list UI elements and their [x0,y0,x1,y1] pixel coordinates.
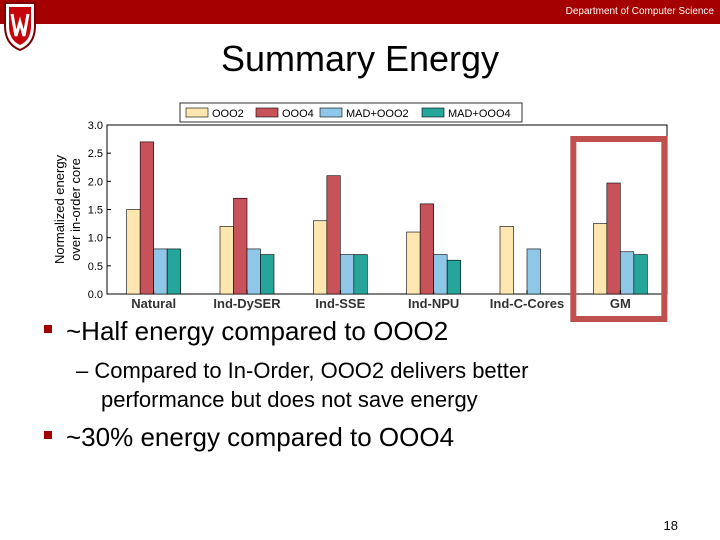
y-tick-label: 1.5 [88,205,103,217]
bar [633,254,648,295]
y-tick-label: 0.0 [88,289,103,301]
bar [326,175,341,295]
x-tick-label: Ind-NPU [408,296,459,311]
legend-label: OOO2 [212,108,244,120]
bar [153,248,168,295]
x-tick-label: Ind-C-Cores [490,296,564,311]
x-tick-label: Ind-DySER [213,296,281,311]
x-tick-label: Natural [131,296,176,311]
legend-swatch [185,107,209,118]
bar [166,248,181,295]
x-tick-label: Ind-SSE [315,296,365,311]
sub-bullet-line-1: Compared to In-Order, OOO2 delivers bett… [94,358,529,383]
bullet-text: ~30% energy compared to OOO4 [66,422,455,452]
bar [219,226,234,295]
bar [499,226,514,295]
bar [419,203,434,295]
x-tick-label: GM [610,296,631,311]
sub-bullet: – Compared to In-Order, OOO2 delivers be… [76,356,528,414]
bar [126,209,141,295]
legend-label: MAD+OOO2 [346,108,409,120]
y-tick-label: 2.0 [88,176,103,188]
y-tick-label: 3.0 [88,120,103,132]
y-tick-label: 1.0 [88,233,103,245]
page-number: 18 [663,518,678,533]
y-tick-label: 2.5 [88,148,103,160]
legend-swatch [421,107,445,118]
bar [593,223,608,295]
bar [606,182,621,295]
bar [446,259,461,295]
bar [139,141,154,295]
bullet-marker [44,431,52,440]
y-axis-label: Normalized energy [52,154,67,264]
y-tick-label: 0.5 [88,261,103,273]
bar [340,254,355,295]
bullet-thirty-percent: ~30% energy compared to OOO4 [44,422,454,453]
header-bar: Department of Computer Science [0,0,720,24]
y-axis-label: over in-order core [68,158,83,261]
legend-label: OOO4 [282,108,314,120]
bar [406,231,421,295]
bullet-half-energy: ~Half energy compared to OOO2 [44,316,448,347]
bullet-marker [44,325,52,334]
plot-frame [106,124,668,295]
bar [233,197,248,295]
legend-label: MAD+OOO4 [448,108,511,120]
bar [313,220,328,295]
bar [353,254,368,295]
sub-bullet-dash: – [76,358,89,383]
uw-crest-icon [4,2,36,52]
legend-swatch [319,107,343,118]
bar [526,248,541,295]
slide-title: Summary Energy [220,38,500,79]
highlight-box [570,136,668,322]
sub-bullet-line-2: performance but does not save energy [101,387,478,412]
department-name: Department of Computer Science [565,6,714,17]
legend-swatch [255,107,279,118]
energy-bar-chart: 0.0 0.5 1.0 1.5 2.0 2.5 3.0 Normalized energy ov… [52,102,668,322]
bar [246,248,261,295]
bar [260,254,275,295]
bar [620,251,635,295]
bullet-text: ~Half energy compared to OOO2 [66,316,449,346]
bar [433,254,448,295]
